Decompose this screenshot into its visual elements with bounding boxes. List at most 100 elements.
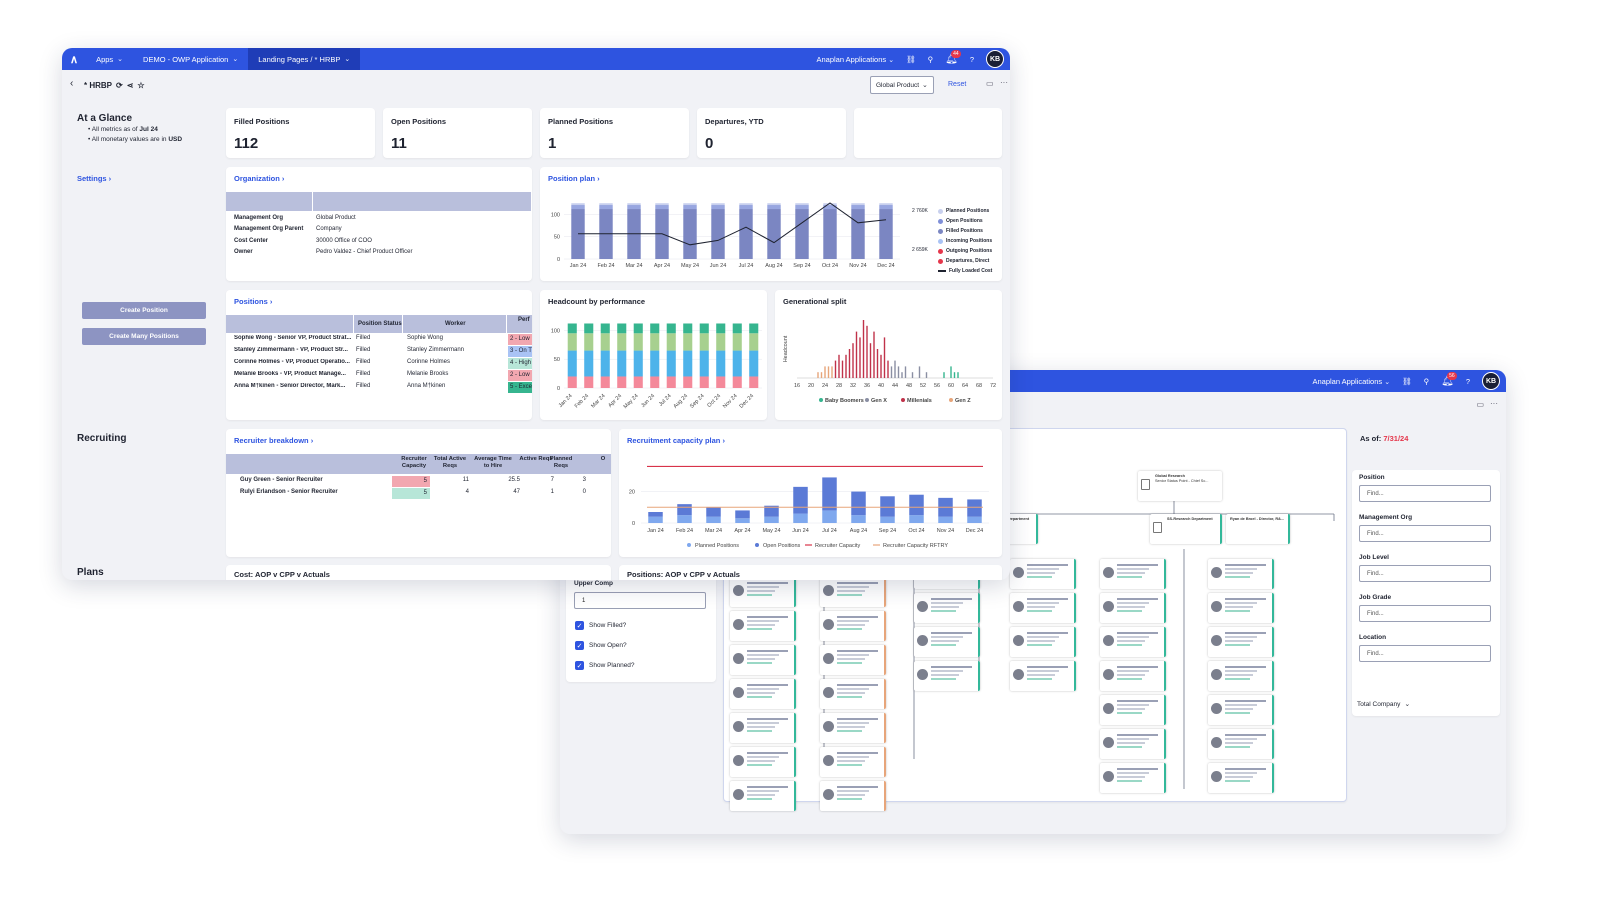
org-node[interactable] xyxy=(820,577,886,607)
person-icon xyxy=(1211,703,1222,714)
more-icon[interactable]: ··· xyxy=(1490,399,1498,408)
product-filter-dropdown[interactable]: Global Product ⌄ xyxy=(870,76,934,94)
share-icon[interactable]: ⋖ xyxy=(126,81,134,90)
position-name[interactable]: Sophie Wong - Senior VP, Product Strat..… xyxy=(234,335,352,341)
refresh-icon[interactable]: ⟳ xyxy=(116,81,123,90)
help-icon[interactable]: ? xyxy=(1465,376,1470,386)
recruitment-capacity-card: Recruitment capacity plan › 0 20 Jan 24 Feb… xyxy=(619,429,1002,557)
org-node[interactable] xyxy=(1208,661,1274,691)
app-switcher[interactable]: Anaplan Applications ⌄ xyxy=(1312,376,1391,386)
anaplan-logo[interactable]: ∧ xyxy=(70,53,79,66)
position-plan-link[interactable]: Position plan › xyxy=(548,174,600,183)
x-tick-label: Mar 24 xyxy=(705,528,722,534)
filter-input[interactable]: Find... xyxy=(1359,525,1491,542)
star-icon[interactable]: ☆ xyxy=(137,81,145,90)
org-node[interactable] xyxy=(1100,763,1166,793)
legend-swatch xyxy=(819,398,823,402)
org-node[interactable] xyxy=(820,679,886,709)
y-tick-label: 0 xyxy=(557,386,560,392)
recruitment-capacity-link[interactable]: Recruitment capacity plan › xyxy=(627,436,725,445)
org-node[interactable] xyxy=(1100,559,1166,589)
org-node[interactable] xyxy=(1208,763,1274,793)
org-node[interactable] xyxy=(730,611,796,641)
org-node[interactable] xyxy=(730,577,796,607)
apps-menu[interactable]: Apps ⌄ xyxy=(86,48,133,70)
notification-bell-icon[interactable]: 🔔︎ 56 xyxy=(1441,371,1457,387)
workspace-menu[interactable]: DEMO - OWP Application ⌄ xyxy=(133,48,248,70)
org-node[interactable] xyxy=(730,747,796,777)
organization-link[interactable]: Organization › xyxy=(234,174,285,183)
hierarchy-icon[interactable]: ⛓ xyxy=(906,54,916,64)
kpi-value: 1 xyxy=(548,135,557,152)
org-node[interactable] xyxy=(820,645,886,675)
upper-comp-input[interactable]: 1 xyxy=(574,592,706,609)
org-node[interactable] xyxy=(1208,695,1274,725)
org-node[interactable] xyxy=(730,713,796,743)
avatar[interactable]: KB xyxy=(1482,372,1500,390)
reset-button[interactable]: Reset xyxy=(948,81,967,88)
org-node[interactable] xyxy=(1010,661,1076,691)
position-name[interactable]: Melanie Brooks - VP, Product Manage... xyxy=(234,371,346,377)
org-node[interactable] xyxy=(1010,627,1076,657)
org-node[interactable] xyxy=(1208,559,1274,589)
search-icon[interactable]: ⚲ xyxy=(927,54,934,64)
org-node[interactable] xyxy=(730,781,796,811)
org-node[interactable] xyxy=(1100,593,1166,623)
org-node[interactable] xyxy=(820,747,886,777)
show-planned-checkbox[interactable]: ✓ Show Planned? xyxy=(575,661,635,670)
org-node[interactable] xyxy=(1208,593,1274,623)
recruiter-breakdown-link[interactable]: Recruiter breakdown › xyxy=(234,436,314,445)
help-icon[interactable]: ? xyxy=(969,54,974,64)
position-name[interactable]: Corinne Holmes - VP, Product Operatio... xyxy=(234,359,350,365)
org-node[interactable] xyxy=(914,661,980,691)
filter-input[interactable]: Find... xyxy=(1359,485,1491,502)
org-node[interactable] xyxy=(730,679,796,709)
filter-input[interactable]: Find... xyxy=(1359,605,1491,622)
org-node[interactable] xyxy=(1100,695,1166,725)
search-icon[interactable]: ⚲ xyxy=(1423,376,1430,386)
org-node[interactable] xyxy=(820,781,886,811)
settings-link[interactable]: Settings › xyxy=(77,174,112,183)
positions-link[interactable]: Positions › xyxy=(234,297,273,306)
avatar[interactable]: KB xyxy=(986,50,1004,68)
org-node[interactable] xyxy=(1100,661,1166,691)
page-menu[interactable]: Landing Pages / * HRBP ⌄ xyxy=(248,48,361,70)
filter-input[interactable]: Find... xyxy=(1359,565,1491,582)
org-node[interactable] xyxy=(820,713,886,743)
org-node-top[interactable]: Global Research Senior Status Point - Chi… xyxy=(1138,471,1222,501)
show-filled-checkbox[interactable]: ✓ Show Filled? xyxy=(575,621,626,630)
org-node[interactable] xyxy=(1208,627,1274,657)
person-icon xyxy=(917,601,928,612)
filter-input[interactable]: Find... xyxy=(1359,645,1491,662)
org-node[interactable] xyxy=(914,627,980,657)
org-node[interactable] xyxy=(1010,559,1076,589)
position-name[interactable]: Anna M†kinen - Senior Director, Mark... xyxy=(234,383,346,389)
legend-swatch xyxy=(938,208,943,214)
show-open-checkbox[interactable]: ✓ Show Open? xyxy=(575,641,627,650)
app-switcher[interactable]: Anaplan Applications ⌄ xyxy=(816,54,895,64)
more-icon[interactable]: ··· xyxy=(1000,78,1008,87)
create-position-button[interactable]: Create Position xyxy=(82,302,206,319)
recruiter-name[interactable]: Guy Green - Senior Recruiter xyxy=(240,477,323,483)
hierarchy-icon[interactable]: ⛓ xyxy=(1402,376,1412,386)
comment-icon[interactable]: ▭ xyxy=(1476,400,1484,409)
org-node-ss-research[interactable]: SS-Research Department xyxy=(1150,514,1222,544)
org-node[interactable] xyxy=(730,645,796,675)
comment-icon[interactable]: ▭ xyxy=(986,79,994,88)
org-node[interactable] xyxy=(1208,729,1274,759)
create-many-positions-button[interactable]: Create Many Positions xyxy=(82,328,206,345)
org-node[interactable] xyxy=(1100,729,1166,759)
recruiter-name[interactable]: Rulyi Erlandson - Senior Recruiter xyxy=(240,489,338,495)
back-arrow-icon[interactable]: ‹ xyxy=(70,78,74,89)
x-tick-label: Sep 24 xyxy=(689,393,706,410)
notification-bell-icon[interactable]: 🔔︎ 44 xyxy=(945,49,961,65)
org-node[interactable] xyxy=(1100,627,1166,657)
org-node-director[interactable]: Ryan de Broel - Director, R&... xyxy=(1226,514,1290,544)
org-node[interactable] xyxy=(820,611,886,641)
org-node[interactable] xyxy=(914,593,980,623)
position-worker: Corinne Holmes xyxy=(407,359,451,365)
scope-dropdown[interactable]: Total Company ⌄ xyxy=(1357,700,1410,709)
position-name[interactable]: Stanley Zimmermann - VP, Product Str... xyxy=(234,347,348,353)
notification-count: 44 xyxy=(951,49,961,58)
org-node[interactable] xyxy=(1010,593,1076,623)
